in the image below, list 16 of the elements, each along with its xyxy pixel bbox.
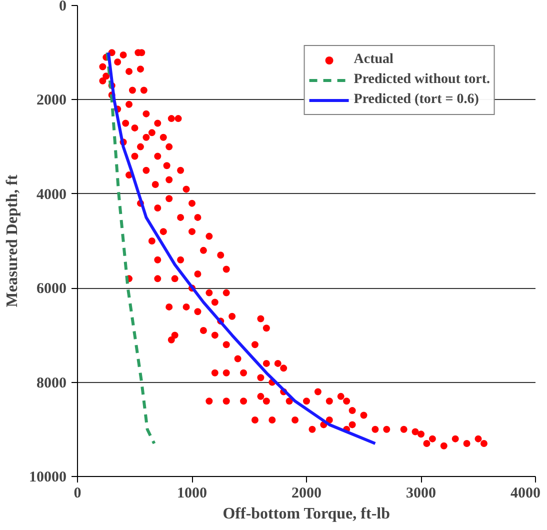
x-tick-label: 0 [74,486,82,502]
y-tick-label: 6000 [36,281,66,298]
y-axis-title: Measured Depth, ft [4,174,21,308]
x-tick-label: 2000 [292,486,322,502]
x-tick-label: 4000 [510,486,540,502]
legend-label: Actual [354,52,394,68]
y-tick-label: 8000 [36,375,66,392]
x-tick-label: 3000 [406,486,436,502]
x-tick-label: 1000 [177,486,207,502]
x-axis-title: Off-bottom Torque, ft-lb [222,506,390,522]
y-tick-label: 2000 [36,92,66,109]
legend-label: Predicted without tort. [354,72,490,88]
y-tick-label: 4000 [36,186,66,203]
legend-label: Predicted (tort = 0.6) [354,92,479,108]
y-tick-label: 10000 [29,470,66,486]
y-tick-label: 0 [59,0,66,14]
